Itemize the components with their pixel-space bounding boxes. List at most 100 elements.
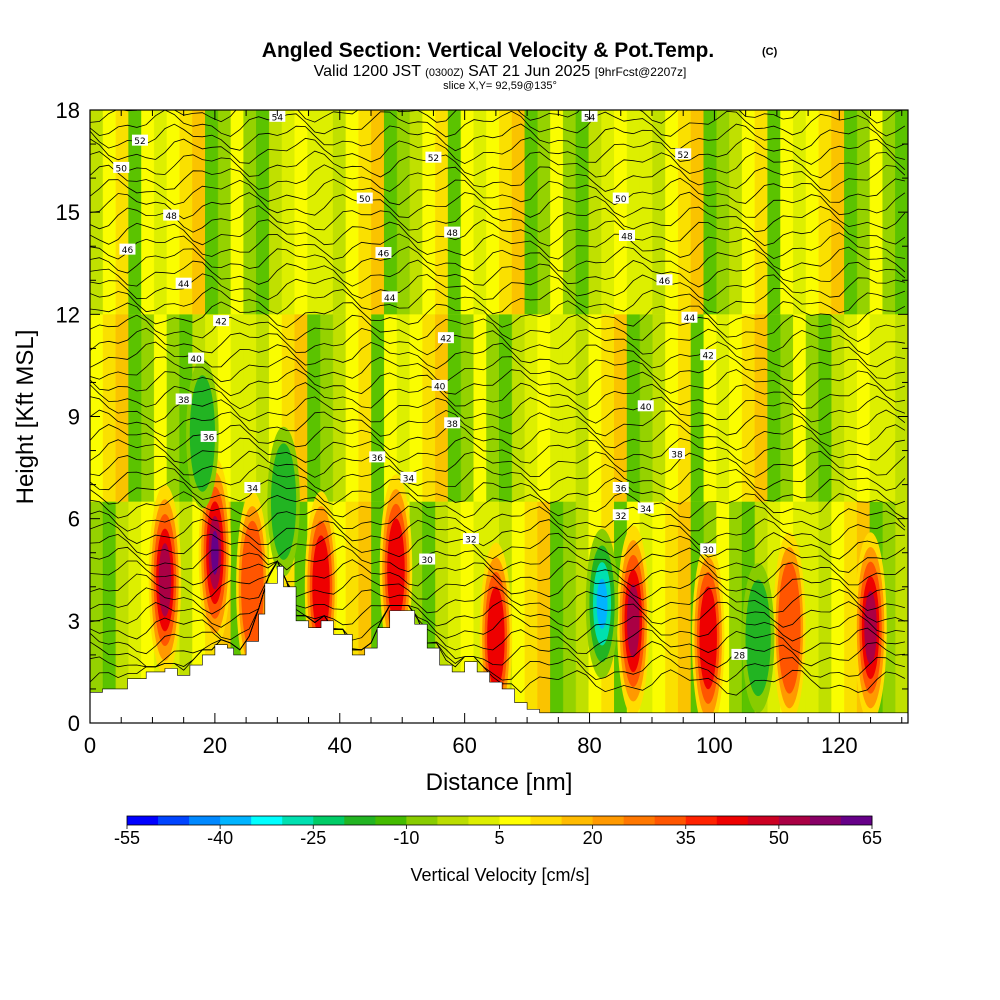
isentrope-label: 46 <box>119 243 136 256</box>
isentrope-label: 30 <box>419 553 436 566</box>
velocity-streak <box>460 110 475 315</box>
isentrope-label-text: 46 <box>659 277 671 287</box>
isentrope-label-bg <box>612 192 629 204</box>
isentrope-label: 30 <box>700 543 717 556</box>
colorbar-tick-label: -55 <box>114 828 140 848</box>
y-axis-title: Height [Kft MSL] <box>12 330 39 505</box>
velocity-streak <box>141 110 155 315</box>
x-tick-label: 120 <box>821 733 858 758</box>
isentrope-label-bg <box>681 311 698 323</box>
colorbar-tick-label: -10 <box>393 828 419 848</box>
isentrope-label: 50 <box>612 192 629 205</box>
isentrope-label-text: 54 <box>272 113 284 123</box>
subtitle-utc: (0300Z) <box>425 67 464 79</box>
colorbar-swatch <box>158 816 190 825</box>
isentrope-line <box>90 327 905 356</box>
velocity-streak <box>179 501 193 723</box>
velocity-streak <box>665 314 679 502</box>
velocity-streak <box>601 110 615 315</box>
downdraft-core <box>270 443 297 560</box>
isentrope-label-text: 50 <box>359 195 371 205</box>
velocity-streak <box>562 314 577 502</box>
isentrope-label-bg <box>356 192 373 204</box>
velocity-streak <box>307 110 321 315</box>
velocity-streak <box>205 110 219 315</box>
isentrope-line <box>90 560 905 601</box>
isentrope-line <box>90 532 905 560</box>
downdraft-core <box>745 579 771 697</box>
isentrope-label: 46 <box>656 274 673 287</box>
isentrope-label-bg <box>700 543 717 555</box>
y-tick-label: 15 <box>56 200 80 225</box>
velocity-streak <box>115 314 129 502</box>
colorbar-swatch <box>282 816 314 825</box>
y-tick-label: 9 <box>68 405 80 430</box>
y-tick-label: 12 <box>56 302 80 327</box>
y-tick-label: 18 <box>56 98 80 123</box>
isentrope-label-text: 32 <box>465 536 476 546</box>
isentrope-line <box>90 477 906 506</box>
isentrope-label-text: 46 <box>378 250 390 260</box>
velocity-streak <box>818 314 832 502</box>
isentrope-label-text: 50 <box>115 164 127 174</box>
isentrope-label: 42 <box>437 332 454 345</box>
isentrope-line <box>90 300 906 329</box>
velocity-streak <box>882 501 896 723</box>
isentrope-label: 38 <box>175 393 192 406</box>
isentrope-label-text: 38 <box>671 450 683 460</box>
isentrope-line <box>90 110 904 124</box>
isentrope-label: 52 <box>131 134 148 147</box>
velocity-streak <box>409 314 423 502</box>
velocity-streak <box>396 314 411 502</box>
colorbar-swatch <box>220 816 252 825</box>
isentrope-label-text: 42 <box>702 352 713 362</box>
velocity-streak <box>652 110 666 315</box>
isentrope-label-text: 40 <box>640 403 652 413</box>
isentrope-line <box>90 463 906 492</box>
x-axis-title: Distance [nm] <box>426 769 573 796</box>
isentrope-label-text: 48 <box>165 212 177 222</box>
velocity-streak <box>614 110 628 315</box>
velocity-streak <box>754 110 769 315</box>
isentrope-label-bg <box>637 502 654 514</box>
colorbar-swatch <box>778 816 811 825</box>
isentrope-line <box>90 232 905 260</box>
isentrope-label-bg <box>200 430 217 442</box>
colorbar-swatch <box>530 816 563 825</box>
isentrope-label-bg <box>175 393 192 405</box>
velocity-streak <box>665 501 679 723</box>
colorbar-swatch <box>499 816 532 825</box>
velocity-streak <box>716 314 730 502</box>
colorbar-swatch <box>468 816 500 825</box>
velocity-streak <box>690 110 705 315</box>
isentrope-label: 50 <box>356 192 373 205</box>
colorbar-tick-labels: -55 -40 -25 -10 5 20 35 50 65 <box>114 825 882 848</box>
velocity-streak <box>179 110 193 315</box>
velocity-streak <box>294 314 308 502</box>
velocity-streak <box>524 501 538 723</box>
isentrope-label-text: 52 <box>428 154 439 164</box>
y-tick-label: 0 <box>68 711 80 736</box>
velocity-streak <box>869 110 884 315</box>
velocity-streak <box>601 314 615 502</box>
velocity-streak <box>729 501 743 723</box>
velocity-streak <box>780 314 794 502</box>
colorbar-swatch <box>747 816 780 825</box>
velocity-streak <box>716 110 730 315</box>
velocity-streak <box>294 110 308 315</box>
velocity-streak <box>729 110 743 315</box>
isentrope-label: 28 <box>731 648 748 661</box>
isentrope-line <box>90 273 905 301</box>
isentrope-label-text: 38 <box>446 420 458 430</box>
isentrope-label-text: 44 <box>684 314 696 324</box>
colorbar-swatch <box>437 816 469 825</box>
isentrope-label: 44 <box>681 311 698 324</box>
isentrope-label-bg <box>213 315 230 327</box>
colorbar-swatch <box>313 816 345 825</box>
isentrope-label: 48 <box>163 209 180 222</box>
isentrope-label-text: 30 <box>702 546 714 556</box>
isentrope-label: 38 <box>444 417 461 430</box>
velocity-streak <box>550 501 564 723</box>
